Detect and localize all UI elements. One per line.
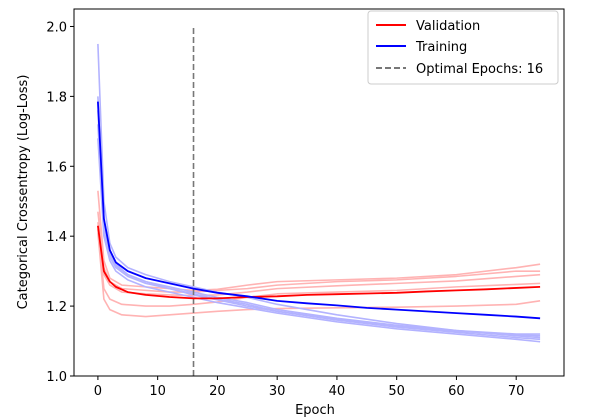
y-tick-label: 1.0 — [46, 370, 67, 385]
x-tick-label: 30 — [269, 384, 286, 399]
x-tick-label: 70 — [508, 384, 525, 399]
validation-fold-line-2 — [97, 222, 541, 297]
x-tick-label: 50 — [388, 384, 405, 399]
x-tick-label: 10 — [149, 384, 166, 399]
validation-fold-line-0 — [97, 190, 541, 292]
y-axis-label: Categorical Crossentropy (Log-Loss) — [16, 75, 31, 310]
legend-label-validation: Validation — [416, 19, 480, 34]
legend-frame — [367, 10, 559, 85]
x-tick-label: 60 — [448, 384, 465, 399]
x-tick-label: 40 — [329, 384, 346, 399]
training-fold-line-5 — [97, 43, 541, 339]
y-tick-label: 1.2 — [46, 300, 67, 315]
validation-fold-line-4 — [97, 232, 541, 318]
legend-label-optimal-epochs: Optimal Epochs: 16 — [416, 62, 543, 77]
fold-series-group — [97, 43, 541, 343]
axes-frame — [73, 8, 565, 377]
training-fold-line-7 — [97, 124, 541, 341]
x-tick-label: 0 — [94, 384, 102, 399]
y-tick-label: 1.4 — [46, 230, 67, 245]
axes-group — [73, 8, 565, 377]
x-ticks-group: 0 10 20 30 40 50 60 70 — [94, 376, 525, 399]
training-mean-line — [97, 101, 541, 320]
mean-series-group — [97, 101, 541, 320]
y-ticks-group: 1.0 1.2 1.4 1.6 1.8 2.0 — [46, 20, 74, 385]
x-axis-label: Epoch — [295, 403, 335, 418]
training-fold-line-8 — [97, 138, 541, 343]
y-tick-label: 1.6 — [46, 160, 67, 175]
x-tick-label: 20 — [209, 384, 226, 399]
training-fold-line-9 — [97, 110, 541, 337]
validation-mean-line — [97, 225, 541, 300]
y-tick-label: 1.8 — [46, 90, 67, 105]
y-tick-label: 2.0 — [46, 20, 67, 35]
legend-label-training: Training — [415, 40, 467, 55]
legend: Validation Training Optimal Epochs: 16 — [367, 10, 559, 85]
